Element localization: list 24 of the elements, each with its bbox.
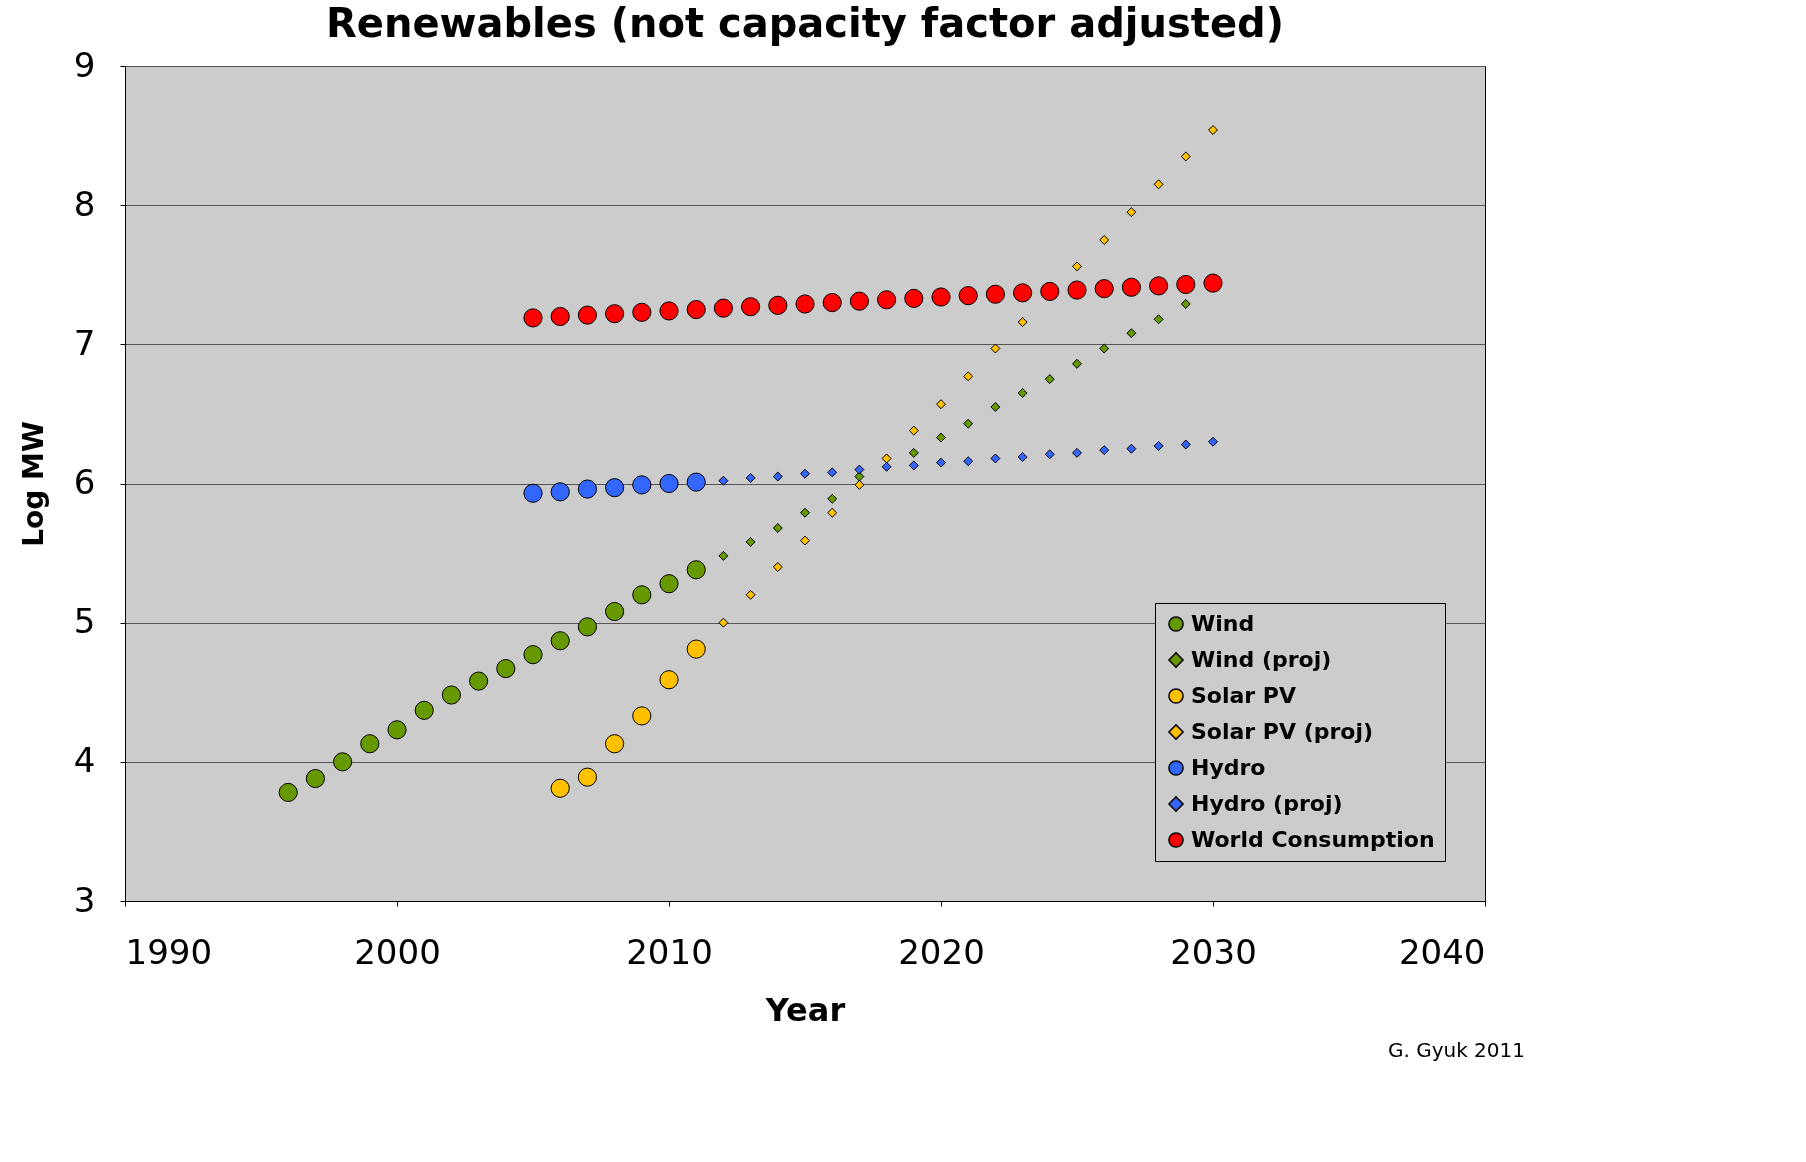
chart-title: Renewables (not capacity factor adjusted) <box>326 0 1284 46</box>
legend-label: Hydro <box>1191 755 1266 780</box>
y-axis-title: Log MW <box>16 421 50 547</box>
y-tick-label: 8 <box>73 183 96 224</box>
y-tick-label: 3 <box>73 879 96 920</box>
y-tick-label: 9 <box>73 44 96 85</box>
text: G. Gyuk 2011 <box>1387 1038 1525 1062</box>
legend-label: Hydro (proj) <box>1191 791 1343 816</box>
legend-label: Wind (proj) <box>1191 647 1332 672</box>
y-tick-label: 6 <box>73 462 96 502</box>
y-tick-label: 7 <box>73 322 96 363</box>
x-tick-label: 2020 <box>898 931 985 972</box>
legend-label: Solar PV (proj) <box>1191 719 1374 744</box>
x-tick-label: 2040 <box>1398 931 1486 972</box>
x-tick-label: 2030 <box>1170 931 1257 972</box>
legend-label: Wind <box>1191 611 1255 636</box>
x-tick-label: 2010 <box>626 931 713 972</box>
legend-label: World Consumption <box>1191 827 1435 852</box>
x-tick-label: 1990 <box>125 931 213 972</box>
y-tick-label: 5 <box>73 601 96 642</box>
legend-label: Solar PV <box>1191 683 1297 708</box>
x-axis-title: Year <box>764 990 846 1029</box>
x-tick-label: 2000 <box>354 931 441 972</box>
y-tick-label: 4 <box>73 740 96 781</box>
